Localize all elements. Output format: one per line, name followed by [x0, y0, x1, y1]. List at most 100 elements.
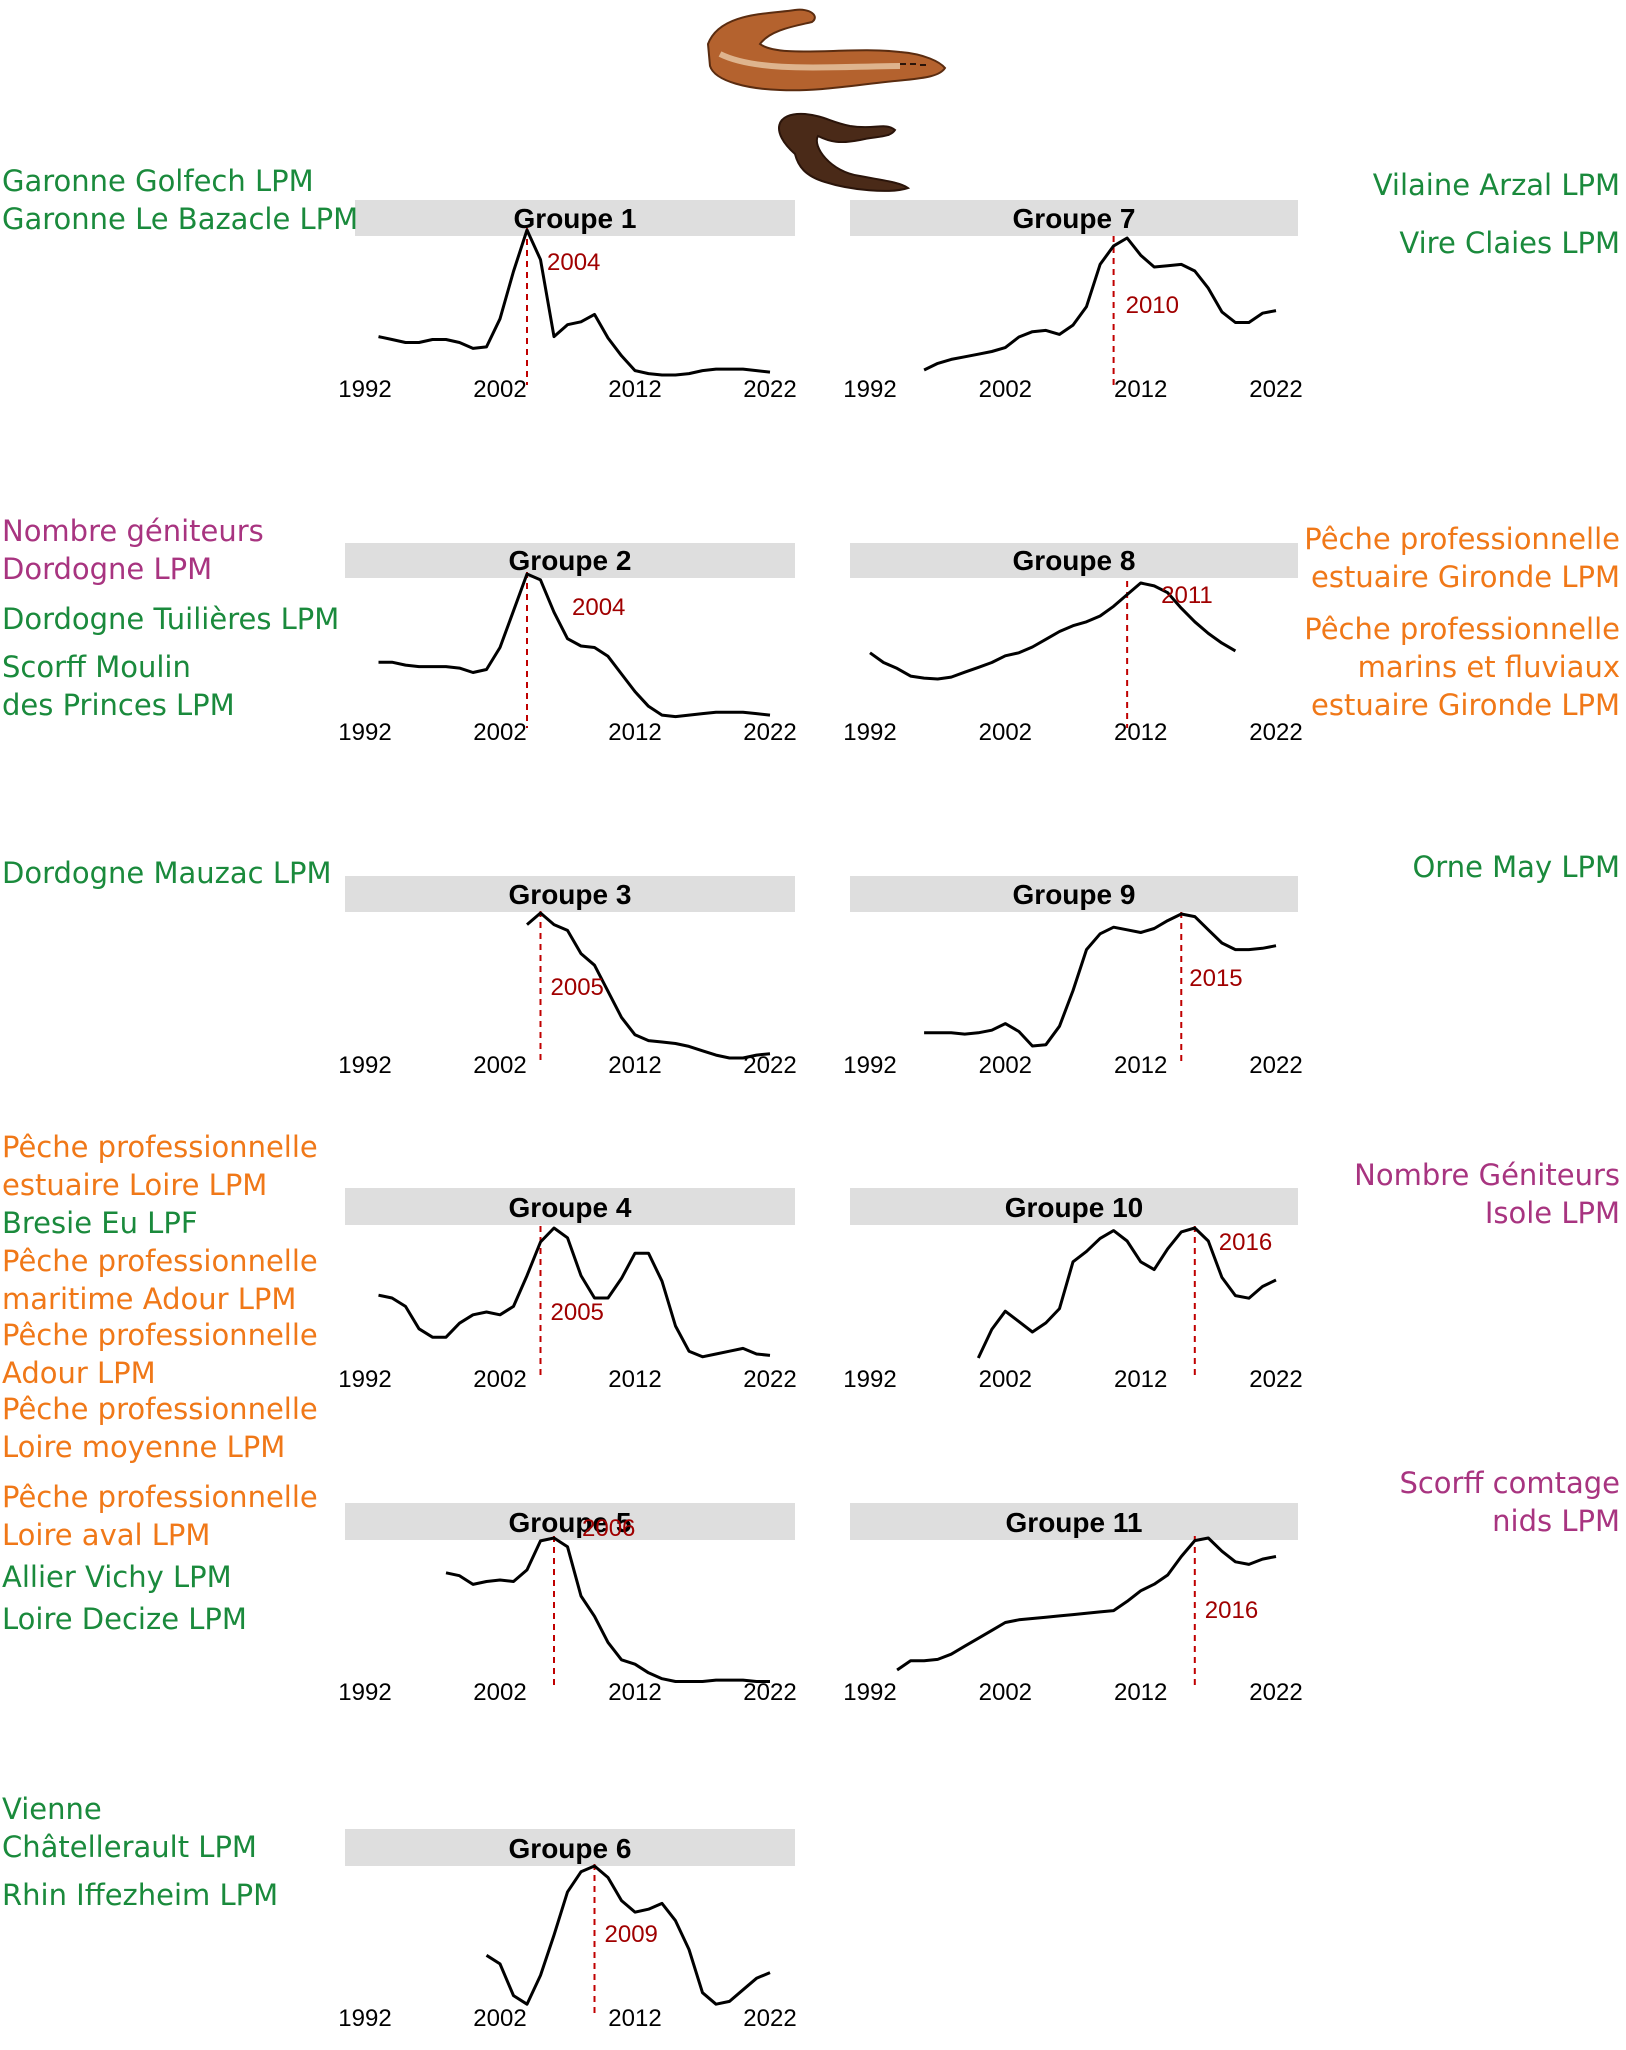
site-label-groupe-8-site-2a: Pêche professionnelle — [1304, 612, 1620, 646]
site-label-groupe-4-site-2: Bresie Eu LPF — [2, 1206, 198, 1240]
groupe-7-title: Groupe 7 — [1013, 203, 1136, 234]
groupe-2-peak-label: 2004 — [572, 594, 625, 621]
groupe-7-tick-label: 2022 — [1249, 376, 1302, 403]
site-label-groupe-4-site-1a: Pêche professionnelle — [2, 1130, 318, 1164]
site-label-groupe-2-site-3b: des Princes LPM — [2, 688, 235, 722]
site-label-groupe-4-site-4a: Pêche professionnelle — [2, 1318, 318, 1352]
site-label-groupe-4-site-5b: Loire moyenne LPM — [2, 1430, 286, 1464]
groupe-11-header-bar — [850, 1503, 1298, 1540]
groupe-7-header-bar — [850, 200, 1298, 236]
groupe-10-peak-label: 2016 — [1219, 1229, 1272, 1256]
groupe-1-peak-label: 2004 — [547, 249, 600, 276]
groupe-11-tick-label: 2012 — [1114, 1679, 1167, 1706]
groupe-10-tick-label: 2002 — [979, 1366, 1032, 1393]
site-label-groupe-10-site-1b: Isole LPM — [1484, 1196, 1620, 1230]
groupe-11-series-line — [896, 1536, 1277, 1672]
groupe-2-tick-label: 2012 — [608, 719, 661, 746]
site-label-groupe-1-site-1: Garonne Golfech LPM — [2, 164, 314, 198]
groupe-5-tick-label: 2012 — [608, 1679, 661, 1706]
groupe-2-header-bar — [345, 543, 795, 578]
groupe-1-title: Groupe 1 — [514, 203, 637, 234]
groupe-6-tick-label: 2012 — [608, 2005, 661, 2032]
groupe-11-peak-label: 2016 — [1205, 1597, 1258, 1624]
groupe-10-series-line — [976, 1226, 1277, 1359]
site-label-groupe-6-site-1b: Châtellerault LPM — [2, 1830, 257, 1864]
groupe-8-title: Groupe 8 — [1013, 545, 1136, 576]
groupe-5-peak-label: 2006 — [582, 1515, 635, 1542]
site-label-groupe-3-site-1: Dordogne Mauzac LPM — [2, 856, 332, 890]
groupe-9-tick-label: 2002 — [979, 1052, 1032, 1079]
groupe-4-series-line — [378, 1226, 771, 1359]
site-label-groupe-8-site-2b: marins et fluviaux — [1357, 650, 1620, 684]
groupe-6-tick-label: 2022 — [743, 2005, 796, 2032]
lamprey-illustration — [706, 8, 947, 192]
groupe-10-title: Groupe 10 — [1005, 1192, 1143, 1223]
groupe-10-tick-label: 2022 — [1249, 1366, 1302, 1393]
groupe-6-title: Groupe 6 — [509, 1833, 632, 1864]
site-label-groupe-11-site-1b: nids LPM — [1492, 1504, 1620, 1538]
site-label-groupe-2-site-1b: Dordogne LPM — [2, 552, 213, 586]
groupe-5-series-line — [445, 1536, 770, 1683]
groupe-4-tick-label: 2002 — [473, 1366, 526, 1393]
groupe-10-tick-label: 2012 — [1114, 1366, 1167, 1393]
groupe-8-tick-label: 2002 — [979, 719, 1032, 746]
groupe-4-tick-label: 2012 — [608, 1366, 661, 1393]
groupe-6-tick-label: 2002 — [473, 2005, 526, 2032]
site-label-groupe-4-site-1b: estuaire Loire LPM — [2, 1168, 268, 1202]
groupe-8-tick-label: 2012 — [1114, 719, 1167, 746]
groupe-9-peak-label: 2015 — [1189, 965, 1242, 992]
site-label-groupe-4-site-4b: Adour LPM — [2, 1356, 156, 1390]
groupe-11-tick-label: 2002 — [979, 1679, 1032, 1706]
groupe-6-tick-label: 1992 — [338, 2005, 391, 2032]
groupe-8-tick-label: 1992 — [843, 719, 896, 746]
groupe-3-series-line — [526, 911, 771, 1060]
groupe-9-tick-label: 2022 — [1249, 1052, 1302, 1079]
groupe-8-tick-label: 2022 — [1249, 719, 1302, 746]
groupe-9-header-bar — [850, 876, 1298, 912]
site-label-groupe-2-site-1a: Nombre géniteurs — [2, 514, 264, 548]
site-label-groupe-9-site-1: Orne May LPM — [1412, 850, 1620, 884]
groupe-1-tick-label: 2002 — [473, 376, 526, 403]
groupe-7-peak-label: 2010 — [1126, 292, 1179, 319]
site-label-groupe-5-site-1a: Pêche professionnelle — [2, 1480, 318, 1514]
groupe-7-tick-label: 2012 — [1114, 376, 1167, 403]
groupe-4-peak-label: 2005 — [551, 1299, 604, 1326]
groupe-9-series-line — [924, 912, 1277, 1048]
groupe-2-series-line — [378, 572, 771, 719]
groupe-2-tick-label: 1992 — [338, 719, 391, 746]
groupe-4-tick-label: 2022 — [743, 1366, 796, 1393]
groupe-3-tick-label: 2022 — [743, 1052, 796, 1079]
groupe-11-tick-label: 1992 — [843, 1679, 896, 1706]
groupe-1-tick-label: 2022 — [743, 376, 796, 403]
groupe-9-title: Groupe 9 — [1013, 879, 1136, 910]
groupe-8-peak-label: 2011 — [1161, 582, 1213, 609]
groupe-5-tick-label: 1992 — [338, 1679, 391, 1706]
groupe-7-tick-label: 1992 — [843, 376, 896, 403]
site-label-groupe-8-site-2c: estuaire Gironde LPM — [1311, 688, 1620, 722]
site-label-groupe-1-site-2: Garonne Le Bazacle LPM — [2, 202, 359, 236]
groupe-8-header-bar — [850, 543, 1298, 578]
site-label-groupe-2-site-3a: Scorff Moulin — [2, 650, 191, 684]
groupe-5-title: Groupe 5 — [509, 1507, 632, 1538]
groupe-4-title: Groupe 4 — [509, 1192, 632, 1223]
groupe-3-tick-label: 2012 — [608, 1052, 661, 1079]
groupe-5-tick-label: 2002 — [473, 1679, 526, 1706]
site-label-groupe-6-site-1a: Vienne — [2, 1792, 102, 1826]
groupe-9-tick-label: 1992 — [843, 1052, 896, 1079]
site-label-groupe-8-site-1a: Pêche professionnelle — [1304, 522, 1620, 556]
site-label-groupe-8-site-1b: estuaire Gironde LPM — [1311, 560, 1620, 594]
groupe-4-tick-label: 1992 — [338, 1366, 391, 1393]
site-label-groupe-5-site-1b: Loire aval LPM — [2, 1518, 211, 1552]
groupe-3-peak-label: 2005 — [551, 974, 604, 1001]
groupe-2-tick-label: 2022 — [743, 719, 796, 746]
site-label-groupe-5-site-2: Allier Vichy LPM — [2, 1560, 232, 1594]
site-label-groupe-7-site-2: Vire Claies LPM — [1399, 226, 1620, 260]
groupe-2-title: Groupe 2 — [509, 545, 632, 576]
groupe-9-tick-label: 2012 — [1114, 1052, 1167, 1079]
groupe-6-series-line — [485, 1864, 771, 2006]
site-label-groupe-11-site-1a: Scorff comtage — [1399, 1466, 1620, 1500]
site-label-groupe-4-site-3a: Pêche professionnelle — [2, 1244, 318, 1278]
groupe-8-series-line — [869, 581, 1237, 681]
site-label-groupe-4-site-5a: Pêche professionnelle — [2, 1392, 318, 1426]
